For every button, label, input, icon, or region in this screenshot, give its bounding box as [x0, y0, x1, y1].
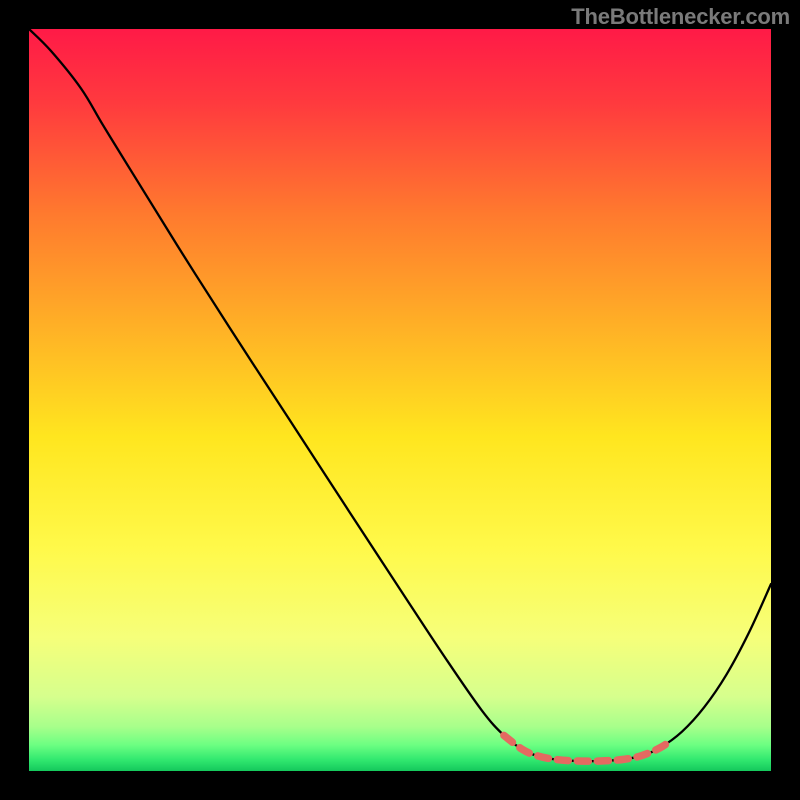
gradient-background [29, 29, 771, 771]
outer-frame: TheBottlenecker.com [0, 0, 800, 800]
plot-area [29, 29, 771, 771]
attribution-text: TheBottlenecker.com [571, 4, 790, 30]
chart-svg [29, 29, 771, 771]
